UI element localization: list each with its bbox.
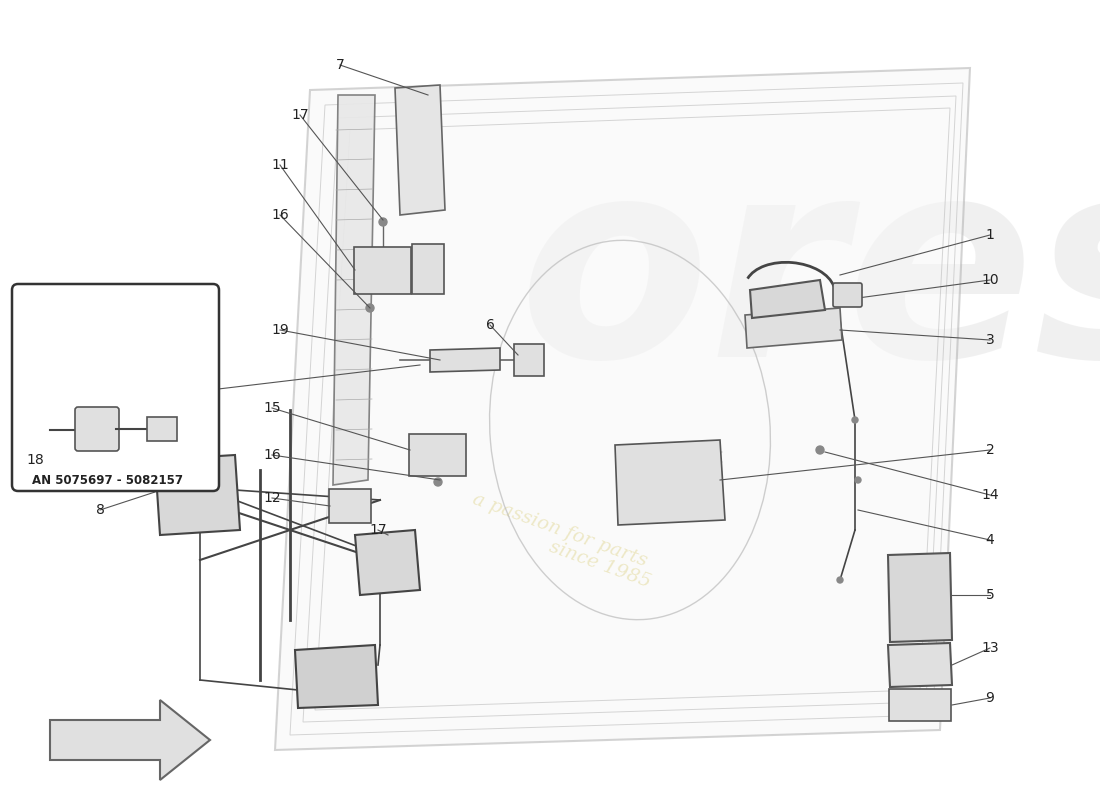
Circle shape: [434, 356, 442, 364]
Text: a passion for parts: a passion for parts: [470, 490, 650, 570]
Circle shape: [631, 456, 639, 464]
Circle shape: [330, 672, 342, 684]
Circle shape: [696, 454, 704, 462]
FancyBboxPatch shape: [147, 417, 177, 441]
Polygon shape: [333, 95, 375, 485]
Text: 2: 2: [986, 443, 994, 457]
Text: 3: 3: [986, 333, 994, 347]
Circle shape: [91, 423, 103, 435]
Polygon shape: [295, 645, 378, 708]
FancyBboxPatch shape: [12, 284, 219, 491]
Text: 14: 14: [981, 488, 999, 502]
FancyBboxPatch shape: [75, 407, 119, 451]
Text: 15: 15: [263, 401, 280, 415]
Circle shape: [631, 506, 639, 514]
Circle shape: [182, 487, 198, 503]
Text: 17: 17: [292, 108, 309, 122]
Circle shape: [377, 259, 383, 265]
Polygon shape: [750, 280, 825, 318]
Text: 6: 6: [485, 318, 494, 332]
Text: 5: 5: [986, 588, 994, 602]
Circle shape: [382, 556, 394, 568]
Polygon shape: [430, 348, 500, 372]
Polygon shape: [888, 553, 952, 642]
Circle shape: [816, 446, 824, 454]
Circle shape: [185, 490, 195, 500]
FancyBboxPatch shape: [889, 689, 952, 721]
Circle shape: [379, 280, 386, 286]
Polygon shape: [275, 68, 970, 750]
Text: AN 5075697 - 5082157: AN 5075697 - 5082157: [33, 474, 184, 486]
Circle shape: [427, 451, 433, 458]
Polygon shape: [615, 440, 725, 525]
Circle shape: [326, 668, 346, 688]
Polygon shape: [395, 85, 446, 215]
FancyBboxPatch shape: [354, 247, 411, 294]
Circle shape: [447, 451, 453, 458]
Text: ores: ores: [519, 145, 1100, 415]
Circle shape: [417, 257, 424, 263]
Circle shape: [333, 675, 339, 681]
Text: 8: 8: [96, 503, 104, 517]
Circle shape: [855, 477, 861, 483]
Circle shape: [40, 422, 56, 438]
Polygon shape: [355, 530, 420, 595]
Text: 10: 10: [981, 273, 999, 287]
Polygon shape: [50, 700, 210, 780]
Text: 13: 13: [981, 641, 999, 655]
Text: 1: 1: [986, 228, 994, 242]
Circle shape: [366, 304, 374, 312]
Circle shape: [852, 417, 858, 423]
Text: 16: 16: [271, 208, 289, 222]
Circle shape: [434, 478, 442, 486]
Circle shape: [385, 559, 390, 565]
Polygon shape: [155, 455, 240, 535]
Text: 16: 16: [263, 448, 280, 462]
Text: since 1985: since 1985: [547, 538, 653, 592]
Circle shape: [488, 356, 496, 364]
Text: 19: 19: [271, 323, 289, 337]
FancyBboxPatch shape: [412, 244, 444, 294]
Text: 7: 7: [336, 58, 344, 72]
Polygon shape: [888, 643, 952, 687]
Circle shape: [837, 577, 843, 583]
Circle shape: [696, 504, 704, 512]
FancyBboxPatch shape: [833, 283, 862, 307]
Text: 9: 9: [986, 691, 994, 705]
Text: 11: 11: [271, 158, 289, 172]
FancyBboxPatch shape: [409, 434, 466, 476]
FancyBboxPatch shape: [329, 489, 371, 523]
Text: 12: 12: [263, 491, 280, 505]
Polygon shape: [745, 308, 842, 348]
Text: 18: 18: [26, 453, 44, 467]
Circle shape: [40, 422, 56, 438]
Circle shape: [432, 265, 438, 271]
FancyBboxPatch shape: [514, 344, 544, 376]
Text: 17: 17: [370, 523, 387, 537]
Circle shape: [379, 218, 387, 226]
Text: 4: 4: [986, 533, 994, 547]
